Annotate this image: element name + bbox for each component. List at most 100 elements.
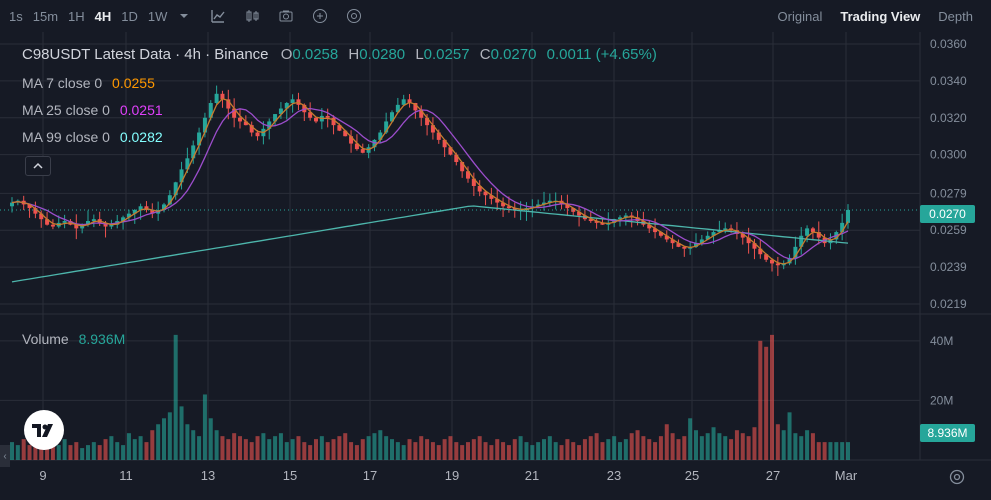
volume-bar [770,334,774,460]
axis-settings-button[interactable] [948,468,966,491]
view-original[interactable]: Original [777,8,823,24]
volume-bar [395,442,400,460]
candle-body [384,121,389,133]
scroll-left-button[interactable]: ‹ [0,445,10,467]
candle-body [413,103,418,111]
candle-body [395,104,400,113]
time-tick-label: 11 [119,468,133,483]
volume-bar [471,439,476,460]
volume-bar [483,442,488,460]
volume-bar [62,439,67,460]
candle-body [45,219,50,225]
volume-bar [676,439,681,460]
interval-1h[interactable]: 1H [68,8,85,24]
volume-bar [39,448,44,460]
candle-body [103,222,108,227]
volume-bar [56,445,61,460]
tradingview-logo-icon [32,424,53,437]
ma25-line [11,107,849,260]
candle-body [202,117,207,133]
volume-bar [530,445,535,460]
ma99-legend: MA 99 close 0 0.0282 [22,129,163,145]
volume-bar [466,442,470,460]
volume-bar [308,445,313,460]
candle-body [419,110,424,118]
volume-bar [805,430,810,460]
close-value: 0.0270 [490,46,537,63]
volume-bar [202,394,207,460]
candle-body [840,222,845,233]
candle-body [337,125,342,131]
volume-bar [641,436,646,460]
volume-bar [460,445,465,460]
volume-bar [454,442,459,460]
candle-body [647,224,652,229]
volume-bar [688,418,693,460]
candle-body [378,132,383,140]
candle-body [752,243,757,249]
volume-bar [635,430,640,460]
time-tick-label: 9 [39,468,46,483]
candle-body [349,136,354,144]
candlestick-chart[interactable]: 0.03600.03400.03200.03000.02790.02590.02… [0,32,991,500]
tradingview-logo[interactable] [24,410,64,450]
volume-bar [764,346,769,460]
volume-bar [249,442,254,460]
volume-bar [828,442,833,460]
volume-bar [144,442,149,460]
candle-body [314,117,318,122]
candle-body [50,224,55,227]
time-tick-label: 23 [607,468,621,483]
interval-1s[interactable]: 1s [9,8,23,24]
time-tick-label: 27 [766,468,780,483]
indicators-icon[interactable] [210,8,226,24]
volume-bar [33,442,38,460]
ma7-line [11,97,849,265]
candle-body [331,117,336,126]
volume-bar [436,445,441,460]
plus-circle-icon[interactable] [312,8,328,24]
view-trading-view[interactable]: Trading View [840,8,921,24]
candle-body [711,232,716,236]
view-depth[interactable]: Depth [938,8,973,24]
volume-bar [150,430,155,460]
volume-bar [711,427,716,460]
volume-bar [278,433,283,460]
interval-15m[interactable]: 15m [32,8,59,24]
candle-type-icon[interactable] [244,8,260,24]
volume-bar [390,439,394,460]
candle-body [466,171,470,179]
candle-body [501,202,506,207]
ohlc-values: O0.0258 H0.0280 L0.0257 C0.0270 0.0011 (… [281,46,657,63]
volume-bar [74,442,79,460]
settings-circle-icon[interactable] [346,8,362,24]
volume-bar [571,442,576,460]
candle-body [39,213,44,220]
candle-body [167,195,172,205]
camera-icon[interactable] [278,8,294,24]
chevron-down-icon[interactable] [176,8,192,24]
candle-body [536,204,541,207]
candle-body [232,108,237,118]
volume-bar [524,442,529,460]
interval-4h[interactable]: 4H [94,8,112,24]
volume-bar [185,424,190,460]
candle-body [91,219,96,222]
volume-bar [296,436,301,460]
volume-bar [653,442,658,460]
volume-bar [723,436,728,460]
candle-body [74,224,79,229]
volume-bar [325,442,330,460]
interval-1w[interactable]: 1W [147,8,168,24]
candle-body [191,145,196,159]
candle-body [723,228,728,231]
volume-legend: Volume 8.936M [22,331,125,347]
collapse-legend-button[interactable] [25,156,51,176]
interval-1d[interactable]: 1D [121,8,138,24]
candle-body [197,132,202,146]
candle-body [33,208,38,214]
current-volume-tag: 8.936M [920,424,975,442]
volume-bar [547,436,552,460]
candle-body [483,191,488,196]
candle-body [770,259,774,264]
